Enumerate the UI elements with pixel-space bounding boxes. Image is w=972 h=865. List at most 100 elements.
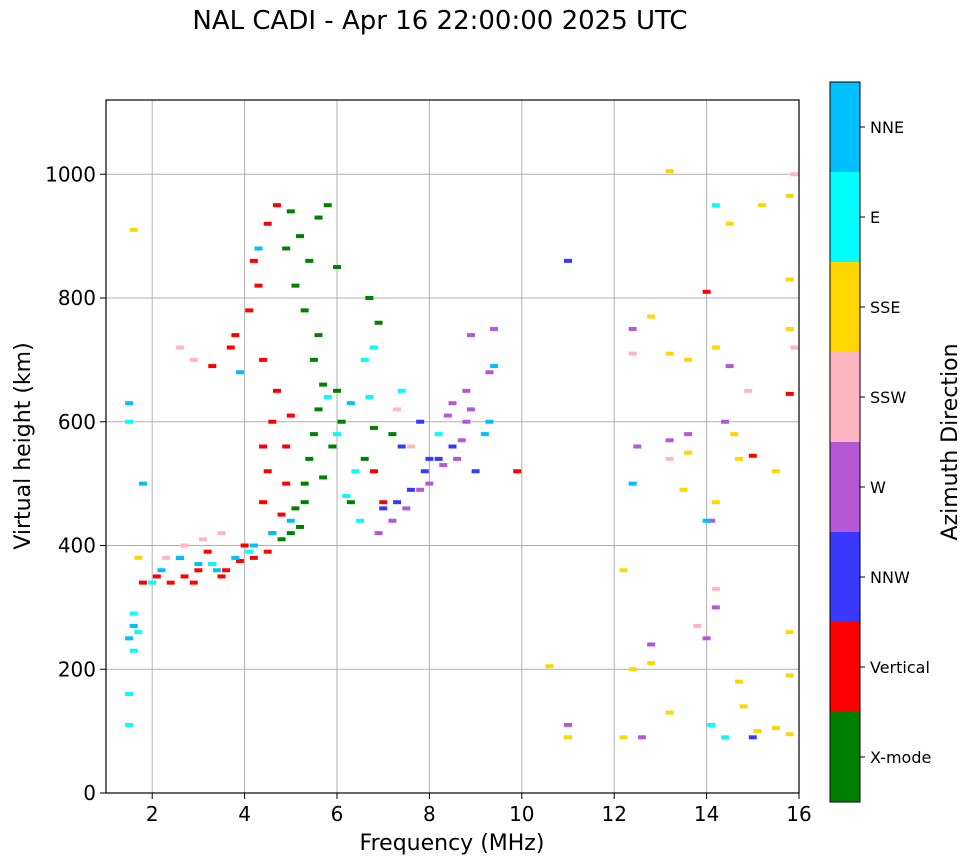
x-axis-ticks: 2 4 6 8 10 12 14 16	[146, 793, 812, 826]
colorbar-label: Azimuth Direction	[938, 343, 963, 540]
data-point	[180, 574, 189, 579]
data-point	[457, 438, 466, 443]
data-point	[286, 413, 295, 418]
data-point	[490, 364, 499, 369]
data-point	[790, 345, 799, 350]
data-point	[785, 326, 794, 331]
data-point	[291, 506, 300, 511]
x-tick-label: 6	[331, 802, 344, 826]
data-point	[162, 555, 171, 560]
data-point	[379, 506, 388, 511]
data-point	[721, 735, 730, 740]
data-point	[420, 469, 429, 474]
data-point	[323, 203, 332, 208]
data-point	[628, 351, 637, 356]
data-point	[268, 419, 277, 424]
colorbar-tick-label: NNE	[870, 118, 904, 137]
data-point	[217, 531, 226, 536]
data-point	[291, 283, 300, 288]
colorbar-tick-label: Vertical	[870, 658, 930, 677]
data-point	[665, 438, 674, 443]
data-point	[226, 345, 235, 350]
data-point	[189, 357, 198, 362]
data-point	[748, 453, 757, 458]
data-point	[245, 549, 254, 554]
data-point	[175, 555, 184, 560]
data-point	[175, 345, 184, 350]
colorbar-frame	[829, 81, 861, 803]
data-point	[374, 531, 383, 536]
data-point	[314, 333, 323, 338]
data-point	[259, 444, 268, 449]
data-point	[125, 692, 134, 696]
data-point	[439, 463, 448, 468]
colorbar-segment	[830, 712, 860, 802]
data-point	[684, 432, 693, 437]
data-point	[647, 661, 656, 666]
data-point	[564, 735, 572, 740]
y-axis-label: Virtual height (km)	[11, 342, 36, 549]
data-point	[365, 395, 374, 399]
data-point	[309, 357, 318, 362]
colorbar-tick-label: SSE	[870, 298, 900, 317]
x-tick-label: 8	[423, 802, 436, 826]
data-point	[693, 623, 702, 628]
data-point	[637, 735, 646, 740]
data-point	[282, 444, 291, 449]
data-point	[208, 562, 217, 567]
data-point	[263, 469, 272, 474]
data-point	[337, 419, 346, 424]
data-point	[272, 388, 281, 393]
data-point	[462, 388, 471, 393]
data-point	[282, 246, 291, 251]
data-point	[628, 481, 637, 486]
data-point	[711, 605, 720, 610]
series-ssw	[162, 172, 799, 628]
data-point	[263, 221, 272, 226]
data-point	[448, 401, 457, 406]
data-point	[245, 308, 254, 313]
data-point	[388, 432, 397, 437]
data-point	[748, 735, 757, 740]
data-point	[129, 227, 138, 232]
data-point	[300, 500, 309, 505]
data-point	[393, 407, 402, 412]
data-point	[406, 444, 415, 449]
plot-frame	[105, 99, 800, 794]
data-point	[296, 234, 305, 239]
colorbar-segment	[830, 262, 860, 352]
data-point	[771, 469, 780, 474]
data-point	[319, 382, 328, 387]
data-point	[199, 537, 208, 542]
data-point	[259, 357, 268, 362]
data-point	[189, 580, 198, 585]
data-point	[711, 203, 720, 208]
data-point	[665, 169, 674, 174]
data-point	[628, 667, 637, 672]
data-point	[222, 568, 231, 573]
data-point	[406, 487, 415, 492]
data-point	[351, 469, 360, 474]
x-tick-label: 4	[238, 802, 251, 826]
data-point	[148, 580, 157, 585]
series-e	[125, 203, 730, 740]
data-point	[286, 518, 295, 523]
data-point	[134, 555, 143, 560]
colorbar-segment	[830, 532, 860, 622]
data-point	[323, 395, 332, 399]
data-point	[647, 642, 656, 647]
colorbar-segment	[830, 442, 860, 532]
colorbar: X-mode Vertical NNW W SSW SSE E NNE	[829, 81, 931, 803]
data-point	[785, 630, 794, 635]
data-point	[360, 357, 369, 362]
chart-title: NAL CADI - Apr 16 22:00:00 2025 UTC	[192, 6, 688, 36]
series-w	[374, 326, 734, 740]
colorbar-tick-label: W	[870, 478, 886, 497]
data-point	[249, 258, 258, 263]
data-point	[152, 574, 161, 579]
data-point	[684, 357, 693, 362]
data-point	[647, 314, 656, 319]
data-point	[434, 456, 443, 461]
data-point	[212, 568, 221, 573]
data-point	[346, 500, 355, 505]
